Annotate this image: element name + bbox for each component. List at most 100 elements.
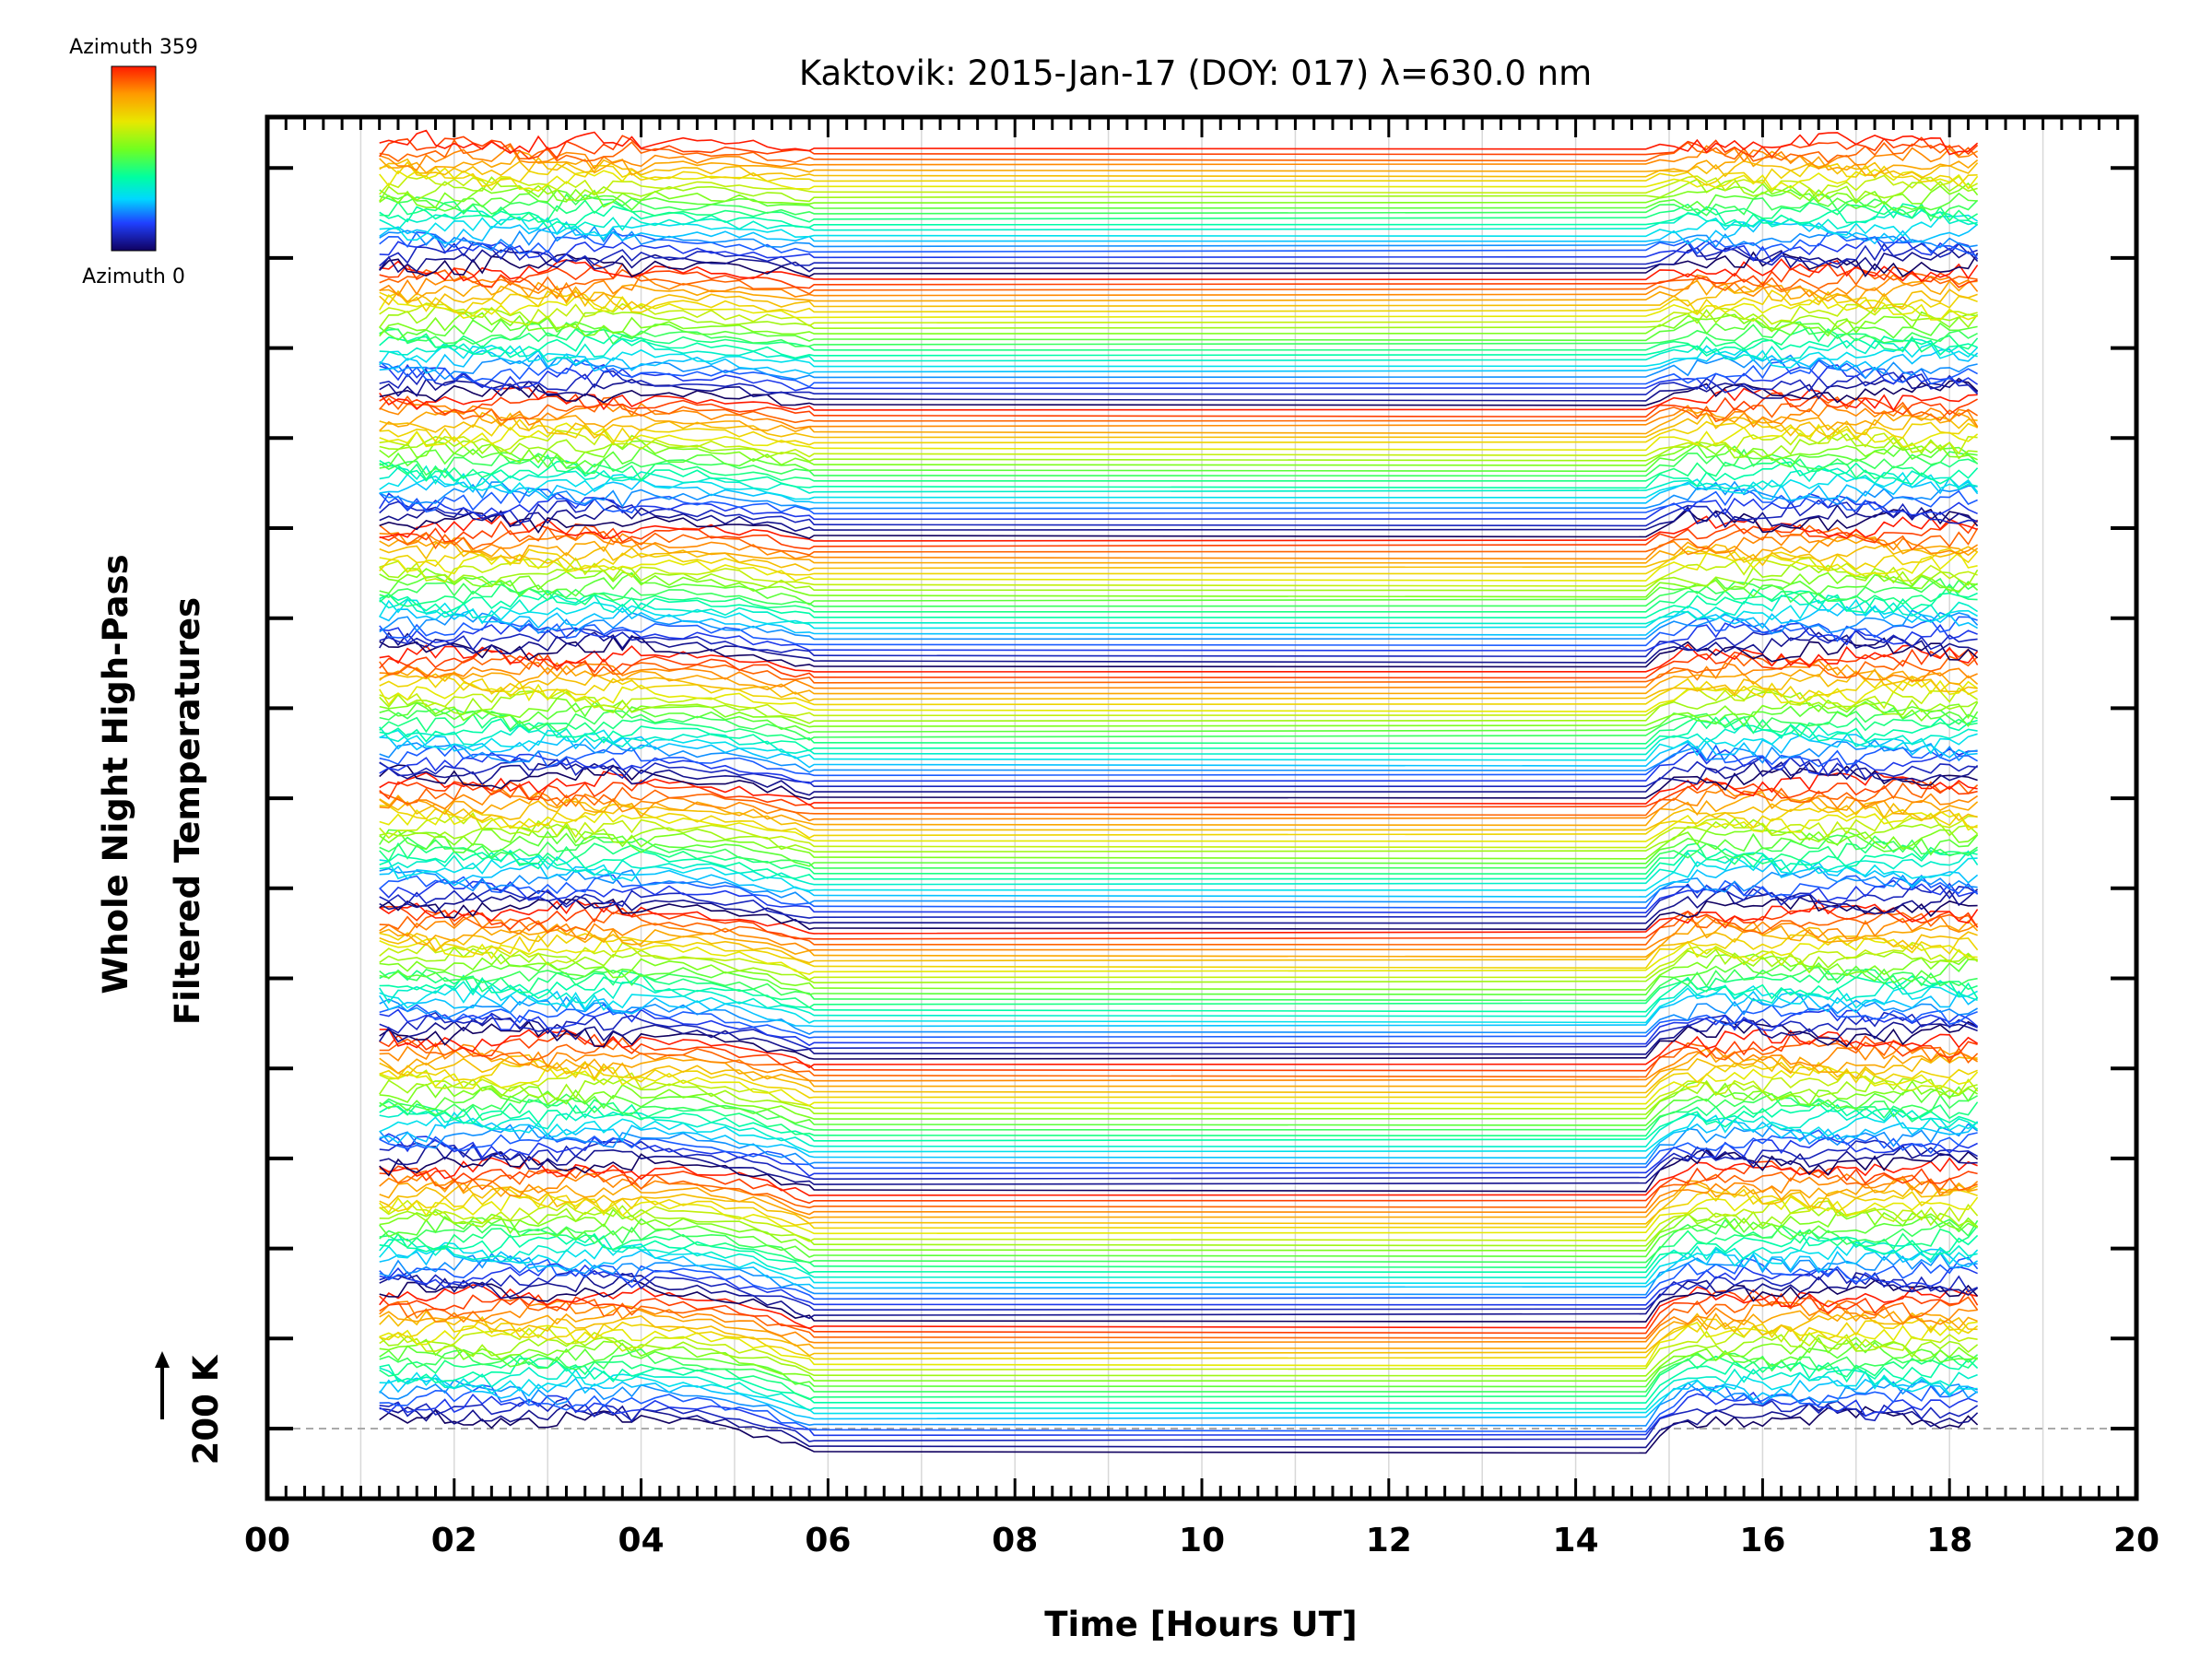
- series-line: [379, 513, 1978, 542]
- series-line: [379, 797, 1978, 831]
- series-line: [379, 402, 1979, 429]
- series-line: [379, 1218, 1979, 1264]
- series-line: [379, 1182, 1978, 1225]
- series-line: [379, 1117, 1979, 1159]
- series-line: [379, 626, 1978, 658]
- series-line: [379, 540, 1978, 571]
- series-line: [379, 1102, 1978, 1142]
- series-line: [379, 535, 1979, 564]
- series-line: [379, 1187, 1978, 1230]
- series-line: [379, 480, 1978, 511]
- series-line: [379, 1160, 1978, 1205]
- series-line: [379, 1397, 1979, 1442]
- series-line: [379, 279, 1978, 304]
- series-line: [379, 316, 1978, 342]
- colorbar-top-label: Azimuth 359: [69, 36, 198, 59]
- x-axis-label: Time [Hours UT]: [1044, 1605, 1357, 1644]
- series-line: [379, 909, 1979, 946]
- series-line: [379, 460, 1979, 489]
- series-line: [379, 764, 1978, 801]
- series-line: [379, 219, 1979, 245]
- series-line: [379, 841, 1979, 875]
- series-line: [379, 1041, 1979, 1082]
- series-line: [379, 563, 1979, 592]
- series-line: [379, 321, 1978, 347]
- series-line: [379, 306, 1979, 332]
- series-line: [379, 818, 1979, 853]
- series-line: [379, 1225, 1979, 1269]
- series-line: [379, 888, 1979, 924]
- series-line: [379, 1008, 1979, 1047]
- series-line: [379, 359, 1978, 388]
- series-line: [379, 905, 1979, 940]
- series-line: [379, 497, 1978, 527]
- series-line: [379, 1366, 1978, 1412]
- series-line: [379, 653, 1979, 684]
- series-line: [379, 715, 1978, 752]
- series-line: [379, 770, 1978, 806]
- series-line: [379, 135, 1979, 160]
- series-line: [379, 935, 1978, 975]
- series-line: [379, 994, 1978, 1035]
- series-line: [379, 926, 1978, 964]
- series-line: [379, 311, 1978, 337]
- series-line: [379, 893, 1978, 931]
- series-line: [379, 781, 1979, 817]
- series-line: [379, 734, 1978, 769]
- colorbar-bottom-label: Azimuth 0: [82, 265, 185, 288]
- series-line: [379, 824, 1979, 860]
- grid-lines: [359, 117, 2044, 1499]
- series-line: [379, 834, 1979, 869]
- series-line: [379, 1279, 1979, 1323]
- series-line: [379, 380, 1979, 406]
- series-line: [379, 334, 1978, 359]
- series-line: [379, 631, 1978, 664]
- series-line: [379, 157, 1979, 179]
- series-line: [379, 878, 1978, 914]
- series-line: [379, 1086, 1979, 1126]
- series-line: [379, 1402, 1979, 1449]
- scale-arrow-head: [155, 1351, 170, 1368]
- series-line: [379, 1079, 1978, 1120]
- x-tick-label: 20: [2113, 1522, 2159, 1559]
- series-line: [379, 193, 1979, 219]
- series-line: [379, 635, 1979, 668]
- x-tick-label: 04: [618, 1522, 665, 1559]
- series-line: [379, 756, 1978, 787]
- y-axis-label-line-1: Whole Night High-Pass: [96, 554, 135, 994]
- series-line: [379, 1332, 1979, 1377]
- series-line: [379, 1138, 1978, 1181]
- series-line: [379, 953, 1978, 991]
- x-tick-label: 18: [1926, 1522, 1972, 1559]
- series-line: [379, 568, 1978, 598]
- series-line: [379, 369, 1979, 395]
- series-line: [379, 874, 1979, 910]
- series-line: [379, 129, 1979, 156]
- series-line: [379, 659, 1978, 689]
- x-tick-label: 02: [431, 1522, 477, 1559]
- series-line: [379, 557, 1978, 587]
- series-line: [379, 326, 1979, 353]
- series-line: [379, 336, 1978, 363]
- series-line: [379, 687, 1979, 717]
- series-line: [379, 1315, 1979, 1360]
- series-line: [379, 738, 1978, 773]
- x-tick-label: 14: [1553, 1522, 1599, 1559]
- series-line: [379, 149, 1979, 177]
- series-line: [379, 1011, 1978, 1050]
- series-line: [379, 225, 1978, 252]
- series-line: [379, 1156, 1978, 1197]
- series-line: [379, 503, 1978, 532]
- series-line: [379, 1047, 1978, 1088]
- series-line: [379, 605, 1979, 636]
- series-line: [379, 920, 1979, 959]
- series-line: [379, 440, 1978, 466]
- series-line: [379, 273, 1979, 300]
- series-line: [379, 866, 1978, 904]
- y-axis-label-line-2: Filtered Temperatures: [168, 597, 207, 1025]
- series-line: [379, 203, 1978, 229]
- series-line: [379, 1379, 1979, 1427]
- series-line: [379, 1032, 1978, 1072]
- series-line: [379, 622, 1978, 652]
- series-line: [379, 990, 1979, 1028]
